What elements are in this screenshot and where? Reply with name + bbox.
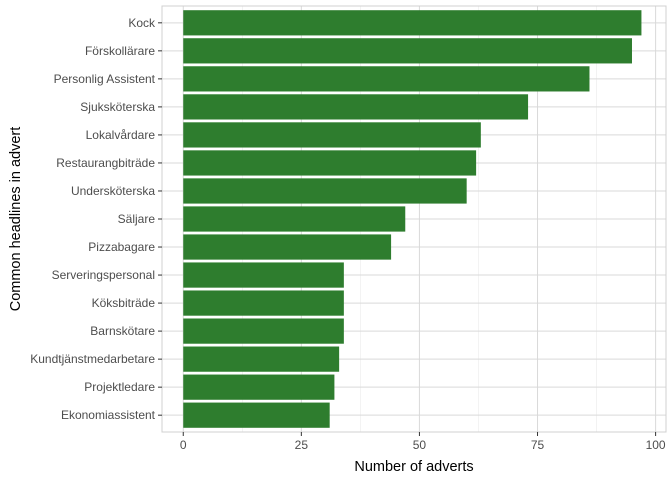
y-tick-label: Undersköterska xyxy=(71,184,155,198)
bar xyxy=(183,122,481,148)
bar xyxy=(183,290,344,316)
bar xyxy=(183,374,335,400)
bar xyxy=(183,10,642,36)
bar xyxy=(183,346,340,372)
y-tick-label: Säljare xyxy=(118,212,156,226)
x-tick-label: 100 xyxy=(646,438,666,452)
y-tick-label: Förskollärare xyxy=(85,44,155,58)
bar xyxy=(183,262,344,288)
y-tick-label: Projektledare xyxy=(84,380,155,394)
y-tick-label: Restaurangbiträde xyxy=(56,156,155,170)
bar xyxy=(183,38,632,64)
x-tick-label: 0 xyxy=(180,438,187,452)
bars xyxy=(183,10,642,428)
x-tick-label: 75 xyxy=(531,438,545,452)
bar xyxy=(183,178,467,204)
x-tick-label: 50 xyxy=(413,438,427,452)
x-tick-label: 25 xyxy=(295,438,309,452)
y-tick-label: Personlig Assistent xyxy=(54,72,156,86)
y-axis-title: Common headlines in advert xyxy=(8,127,24,312)
y-tick-label: Kundtjänstmedarbetare xyxy=(30,352,155,366)
y-tick-label: Barnskötare xyxy=(90,324,155,338)
y-axis-ticks: Kock Förskollärare Personlig Assistent Sjuk… xyxy=(30,16,162,422)
bar xyxy=(183,402,330,428)
x-axis-title: Number of adverts xyxy=(354,459,473,475)
y-tick-label: Lokalvårdare xyxy=(86,128,156,142)
y-tick-label: Kock xyxy=(128,16,156,30)
y-tick-label: Ekonomiassistent xyxy=(61,408,156,422)
y-tick-label: Köksbiträde xyxy=(92,296,156,310)
bar xyxy=(183,94,529,120)
bar xyxy=(183,66,590,92)
x-axis-ticks: 0 25 50 75 100 xyxy=(180,432,666,452)
y-tick-label: Sjuksköterska xyxy=(80,100,155,114)
y-tick-label: Serveringspersonal xyxy=(52,268,155,282)
bar xyxy=(183,318,344,344)
bar xyxy=(183,206,406,232)
bar xyxy=(183,234,392,260)
y-tick-label: Pizzabagare xyxy=(88,240,155,254)
bar xyxy=(183,150,477,176)
